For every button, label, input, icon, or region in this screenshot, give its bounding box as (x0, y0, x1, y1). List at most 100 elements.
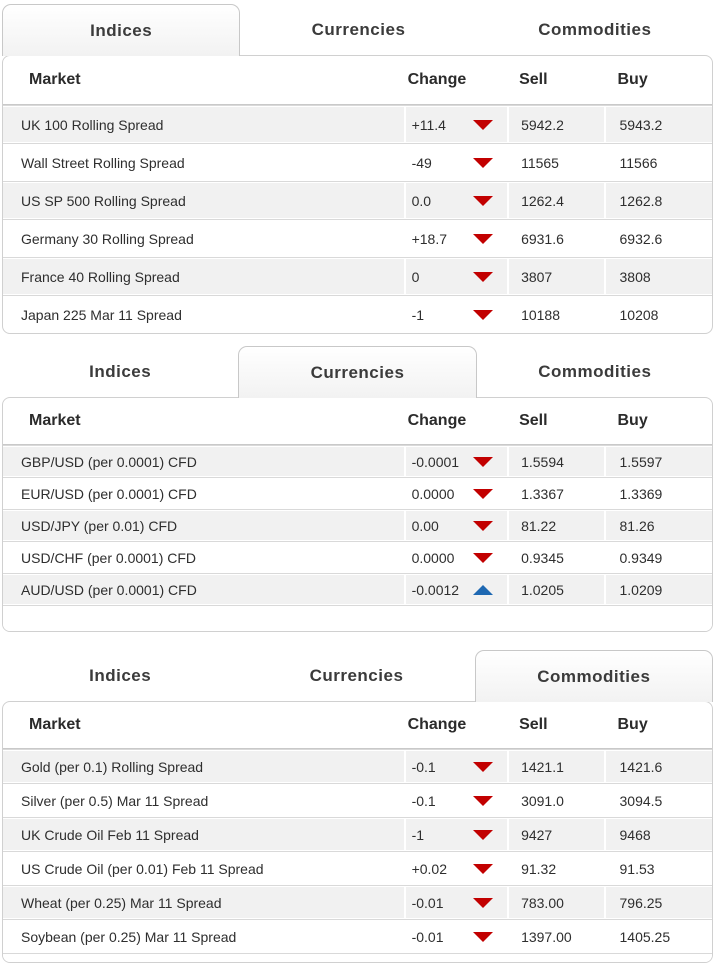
sell-price[interactable]: 783.00 (507, 886, 603, 919)
table-row[interactable]: Wheat (per 0.25) Mar 11 Spread -0.01 783… (3, 885, 712, 919)
table-row[interactable]: GBP/USD (per 0.0001) CFD -0.0001 1.5594 … (3, 445, 712, 477)
down-arrow-icon (473, 195, 494, 206)
sell-price[interactable]: 9427 (507, 818, 603, 851)
tab-commodities[interactable]: Commodities (477, 346, 713, 397)
market-cell: EUR/USD (per 0.0001) CFD (21, 485, 197, 502)
table-row[interactable]: USD/CHF (per 0.0001) CFD 0.0000 0.9345 0… (3, 541, 712, 573)
buy-price[interactable]: 1262.8 (603, 182, 712, 219)
tab-indices[interactable]: Indices (2, 346, 238, 397)
sell-price[interactable]: 1.5594 (507, 446, 603, 477)
sell-price[interactable]: 1397.00 (507, 920, 603, 953)
market-cell: Germany 30 Rolling Spread (21, 230, 194, 247)
change-value: -0.0001 (411, 453, 460, 470)
tab-currencies[interactable]: Currencies (238, 346, 477, 398)
change-cell: 0.0 (403, 182, 508, 219)
table-row[interactable]: France 40 Rolling Spread 0 3807 3808 (3, 257, 712, 295)
table-header: Market Change Sell Buy (3, 56, 712, 105)
table-row[interactable]: USD/JPY (per 0.01) CFD 0.00 81.22 81.26 (3, 509, 712, 541)
table-header: Market Change Sell Buy (3, 702, 712, 749)
buy-price[interactable]: 796.25 (603, 886, 712, 919)
column-header-change: Change (407, 716, 467, 733)
change-value: +0.02 (411, 860, 448, 877)
tab-label: Commodities (538, 361, 652, 381)
change-cell: 0 (403, 258, 508, 295)
buy-price[interactable]: 6932.6 (603, 220, 712, 257)
table-row[interactable]: AUD/USD (per 0.0001) CFD -0.0012 1.0205 … (3, 573, 712, 605)
change-cell: -1 (403, 296, 508, 333)
market-cell: Soybean (per 0.25) Mar 11 Spread (21, 928, 237, 945)
column-header-market: Market (29, 412, 81, 429)
table-row[interactable]: US Crude Oil (per 0.01) Feb 11 Spread +0… (3, 851, 712, 885)
buy-price[interactable]: 1405.25 (603, 920, 712, 953)
down-arrow-icon (473, 456, 494, 467)
column-header-market: Market (29, 71, 81, 88)
table-row[interactable]: Gold (per 0.1) Rolling Spread -0.1 1421.… (3, 749, 712, 783)
tab-currencies[interactable]: Currencies (238, 650, 474, 701)
buy-price[interactable]: 5943.2 (603, 106, 712, 143)
sell-price[interactable]: 6931.6 (507, 220, 603, 257)
buy-price[interactable]: 9468 (603, 818, 712, 851)
market-cell: Gold (per 0.1) Rolling Spread (21, 758, 204, 775)
change-value: -1 (411, 826, 425, 843)
buy-price[interactable]: 1.3369 (603, 478, 712, 509)
tab-bar: Indices Currencies Commodities (2, 650, 713, 702)
buy-price[interactable]: 0.9349 (603, 542, 712, 573)
sell-price[interactable]: 1.0205 (507, 574, 603, 605)
table-row[interactable]: Soybean (per 0.25) Mar 11 Spread -0.01 1… (3, 919, 712, 953)
column-header-change: Change (407, 71, 467, 88)
change-value: +11.4 (411, 116, 446, 133)
buy-price[interactable]: 1.5597 (603, 446, 712, 477)
column-header-sell: Sell (519, 71, 548, 88)
sell-price[interactable]: 3807 (507, 258, 603, 295)
change-value: -0.1 (411, 792, 436, 809)
table-row[interactable]: Japan 225 Mar 11 Spread -1 10188 10208 (3, 295, 712, 333)
column-header-sell: Sell (519, 412, 548, 429)
sell-price[interactable]: 5942.2 (507, 106, 603, 143)
column-header-sell: Sell (519, 716, 548, 733)
change-cell: -0.1 (403, 750, 508, 783)
buy-price[interactable]: 81.26 (603, 510, 712, 541)
tab-label: Commodities (538, 19, 652, 39)
tab-indices[interactable]: Indices (2, 4, 241, 56)
change-cell: 0.00 (403, 510, 508, 541)
table-row[interactable]: US SP 500 Rolling Spread 0.0 1262.4 1262… (3, 181, 712, 219)
sell-price[interactable]: 1.3367 (507, 478, 603, 509)
sell-price[interactable]: 81.22 (507, 510, 603, 541)
buy-price[interactable]: 1421.6 (603, 750, 712, 783)
tab-commodities[interactable]: Commodities (477, 4, 713, 55)
change-cell: -0.01 (403, 886, 508, 919)
table-row[interactable]: UK Crude Oil Feb 11 Spread -1 9427 9468 (3, 817, 712, 851)
down-arrow-icon (473, 271, 494, 282)
sell-price[interactable]: 1421.1 (507, 750, 603, 783)
table-row[interactable]: UK 100 Rolling Spread +11.4 5942.2 5943.… (3, 105, 712, 143)
tab-bar: Indices Currencies Commodities (2, 346, 713, 398)
change-value: -49 (411, 154, 432, 171)
down-arrow-icon (473, 233, 494, 244)
buy-price[interactable]: 10208 (603, 296, 712, 333)
sell-price[interactable]: 10188 (507, 296, 603, 333)
sell-price[interactable]: 91.32 (507, 852, 603, 885)
change-value: 0.00 (411, 517, 439, 534)
table-row[interactable]: EUR/USD (per 0.0001) CFD 0.0000 1.3367 1… (3, 477, 712, 509)
tab-indices[interactable]: Indices (2, 650, 238, 701)
buy-price[interactable]: 3094.5 (603, 784, 712, 817)
column-header-market: Market (29, 716, 81, 733)
table-row[interactable]: Wall Street Rolling Spread -49 11565 115… (3, 143, 712, 181)
market-cell: AUD/USD (per 0.0001) CFD (21, 581, 197, 598)
sell-price[interactable]: 11565 (507, 144, 603, 181)
commodities-panel: Indices Currencies Commodities Market Ch… (0, 632, 719, 963)
table-row[interactable]: Germany 30 Rolling Spread +18.7 6931.6 6… (3, 219, 712, 257)
table-row[interactable]: Silver (per 0.5) Mar 11 Spread -0.1 3091… (3, 783, 712, 817)
buy-price[interactable]: 3808 (603, 258, 712, 295)
tab-currencies[interactable]: Currencies (240, 4, 476, 55)
sell-price[interactable]: 0.9345 (507, 542, 603, 573)
buy-price[interactable]: 1.0209 (603, 574, 712, 605)
tab-commodities[interactable]: Commodities (474, 650, 713, 702)
buy-price[interactable]: 91.53 (603, 852, 712, 885)
change-cell: 0.0000 (403, 478, 508, 509)
buy-price[interactable]: 11566 (603, 144, 712, 181)
currencies-panel: Indices Currencies Commodities Market Ch… (0, 334, 719, 632)
tab-label: Currencies (310, 362, 405, 382)
sell-price[interactable]: 3091.0 (507, 784, 603, 817)
sell-price[interactable]: 1262.4 (507, 182, 603, 219)
